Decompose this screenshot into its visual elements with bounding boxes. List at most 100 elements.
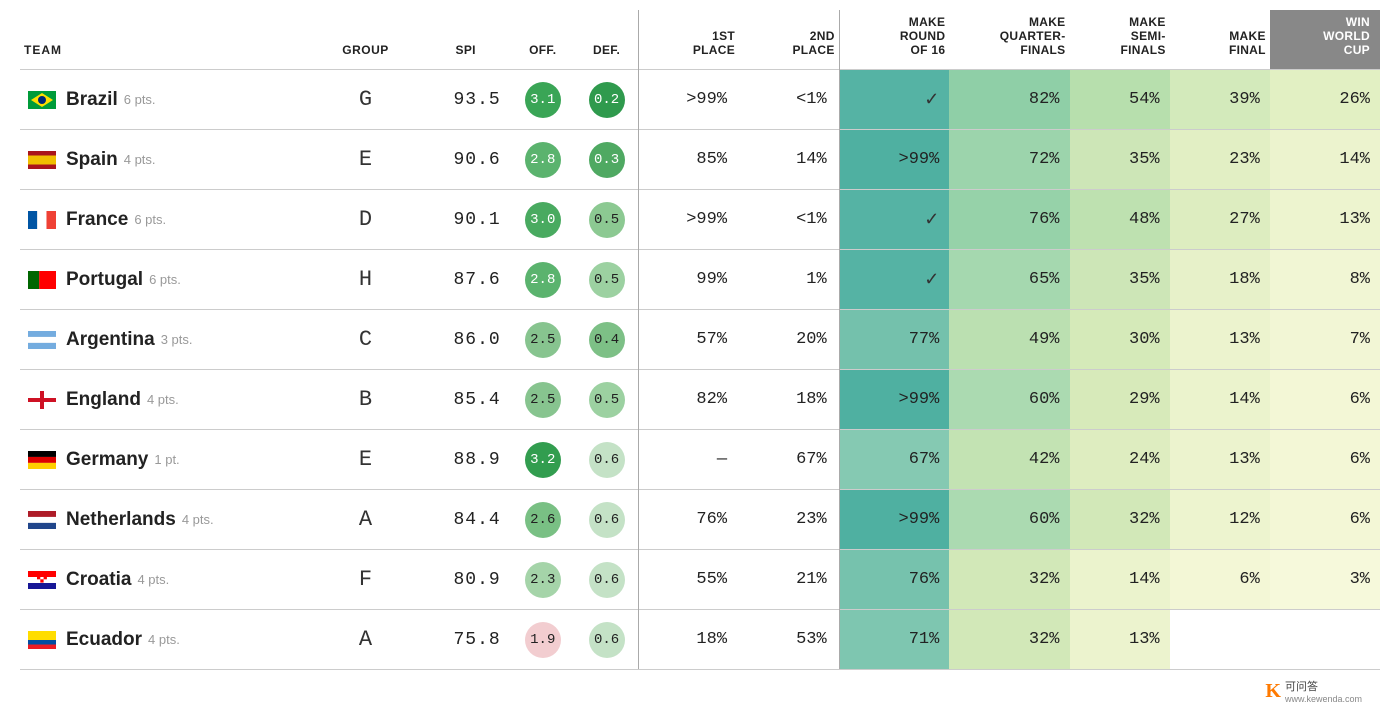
spi-cell: 86.0 [421, 310, 511, 370]
first-place-cell: >99% [639, 70, 739, 130]
header-make-final[interactable]: MAKE FINAL [1170, 10, 1270, 70]
second-place-cell: 21% [739, 550, 839, 610]
team-cell[interactable]: France6 pts. [20, 190, 310, 250]
second-place-cell: 23% [739, 490, 839, 550]
first-place-cell: — [639, 430, 739, 490]
table-row[interactable]: Netherlands4 pts.A84.42.60.676%23%>99%60… [20, 490, 1380, 550]
table-row[interactable]: Croatia4 pts.F80.92.30.655%21%76%32%14%6… [20, 550, 1380, 610]
team-cell[interactable]: Portugal6 pts. [20, 250, 310, 310]
off-cell: 3.0 [511, 190, 575, 250]
round16-cell: >99% [839, 370, 949, 430]
final-cell: 13% [1170, 430, 1270, 490]
quarterfinal-cell: 65% [949, 250, 1069, 310]
team-points: 6 pts. [134, 212, 166, 227]
quarterfinal-cell: 42% [949, 430, 1069, 490]
header-round-16[interactable]: MAKE ROUND OF 16 [839, 10, 949, 70]
second-place-cell: <1% [739, 190, 839, 250]
semifinal-cell: 54% [1070, 70, 1170, 130]
def-cell: 0.3 [575, 130, 639, 190]
win-cup-cell: 6% [1270, 370, 1380, 430]
team-cell[interactable]: Brazil6 pts. [20, 70, 310, 130]
first-place-cell: >99% [639, 190, 739, 250]
def-cell: 0.4 [575, 310, 639, 370]
off-cell: 2.5 [511, 370, 575, 430]
semifinal-cell: 32% [1070, 490, 1170, 550]
win-cup-cell: 14% [1270, 130, 1380, 190]
spi-cell: 80.9 [421, 550, 511, 610]
header-row: TEAM GROUP SPI OFF. DEF. 1ST PLACE 2ND P… [20, 10, 1380, 70]
off-cell: 3.2 [511, 430, 575, 490]
win-cup-cell: 7% [1270, 310, 1380, 370]
semifinal-cell: 35% [1070, 130, 1170, 190]
header-group[interactable]: GROUP [310, 10, 420, 70]
def-cell: 0.6 [575, 550, 639, 610]
round16-cell: ✓ [839, 70, 949, 130]
team-cell[interactable]: Argentina 3 pts. [20, 310, 310, 370]
group-cell: B [310, 370, 420, 430]
team-cell[interactable]: Ecuador4 pts. [20, 610, 310, 670]
second-place-cell: 53% [739, 610, 839, 670]
team-name: Argentina [66, 329, 155, 350]
semifinal-cell: 29% [1070, 370, 1170, 430]
flag-icon [28, 151, 56, 169]
team-name: Croatia [66, 569, 131, 590]
round16-cell: ✓ [839, 190, 949, 250]
off-cell: 2.8 [511, 250, 575, 310]
header-1st-place[interactable]: 1ST PLACE [639, 10, 739, 70]
team-cell[interactable]: Spain4 pts. [20, 130, 310, 190]
team-cell[interactable]: Croatia4 pts. [20, 550, 310, 610]
team-cell[interactable]: Netherlands4 pts. [20, 490, 310, 550]
group-cell: E [310, 430, 420, 490]
win-cup-cell: 6% [1270, 490, 1380, 550]
def-cell: 0.6 [575, 610, 639, 670]
header-def[interactable]: DEF. [575, 10, 639, 70]
final-cell: 14% [1170, 370, 1270, 430]
off-cell: 2.5 [511, 310, 575, 370]
round16-cell: >99% [839, 490, 949, 550]
win-cup-cell: 6% [1270, 430, 1380, 490]
team-points: 4 pts. [147, 392, 179, 407]
table-row[interactable]: Ecuador4 pts.A75.81.90.618%53%71%32%13% [20, 610, 1380, 670]
watermark-logo: K [1265, 680, 1281, 703]
flag-icon [28, 271, 56, 289]
header-semifinals[interactable]: MAKE SEMI- FINALS [1070, 10, 1170, 70]
team-points: 3 pts. [161, 332, 193, 347]
team-name: Portugal [66, 269, 143, 290]
first-place-cell: 99% [639, 250, 739, 310]
table-row[interactable]: Germany1 pt.E88.93.20.6—67%67%42%24%13%6… [20, 430, 1380, 490]
table-row[interactable]: Argentina3 pts.C86.02.50.457%20%77%49%30… [20, 310, 1380, 370]
group-cell: A [310, 490, 420, 550]
table-row[interactable]: France6 pts.D90.13.00.5>99%<1%✓76%48%27%… [20, 190, 1380, 250]
header-quarterfinals[interactable]: MAKE QUARTER- FINALS [949, 10, 1069, 70]
team-cell[interactable]: England4 pts. [20, 370, 310, 430]
table-row[interactable]: Brazil6 pts.G93.53.10.2>99%<1%✓82%54%39%… [20, 70, 1380, 130]
table-row[interactable]: Portugal6 pts.H87.62.80.599%1%✓65%35%18%… [20, 250, 1380, 310]
def-cell: 0.5 [575, 250, 639, 310]
def-cell: 0.6 [575, 430, 639, 490]
group-cell: E [310, 130, 420, 190]
semifinal-cell: 48% [1070, 190, 1170, 250]
off-cell: 2.3 [511, 550, 575, 610]
final-cell: 23% [1170, 130, 1270, 190]
round16-cell: ✓ [839, 250, 949, 310]
flag-icon [28, 511, 56, 529]
header-team[interactable]: TEAM [20, 10, 310, 70]
team-points: 6 pts. [124, 92, 156, 107]
second-place-cell: 18% [739, 370, 839, 430]
header-2nd-place[interactable]: 2ND PLACE [739, 10, 839, 70]
team-cell[interactable]: Germany1 pt. [20, 430, 310, 490]
def-cell: 0.6 [575, 490, 639, 550]
off-cell: 2.6 [511, 490, 575, 550]
table-row[interactable]: England4 pts.B85.42.50.582%18%>99%60%29%… [20, 370, 1380, 430]
header-off[interactable]: OFF. [511, 10, 575, 70]
def-cell: 0.2 [575, 70, 639, 130]
table-row[interactable]: Spain4 pts.E90.62.80.385%14%>99%72%35%23… [20, 130, 1380, 190]
off-cell: 1.9 [511, 610, 575, 670]
win-cup-cell: 13% [1270, 190, 1380, 250]
header-spi[interactable]: SPI [421, 10, 511, 70]
flag-icon [28, 211, 56, 229]
header-win-world-cup[interactable]: WIN WORLD CUP [1270, 10, 1380, 70]
quarterfinal-cell: 60% [949, 490, 1069, 550]
quarterfinal-cell: 32% [949, 550, 1069, 610]
final-cell [1170, 610, 1270, 670]
